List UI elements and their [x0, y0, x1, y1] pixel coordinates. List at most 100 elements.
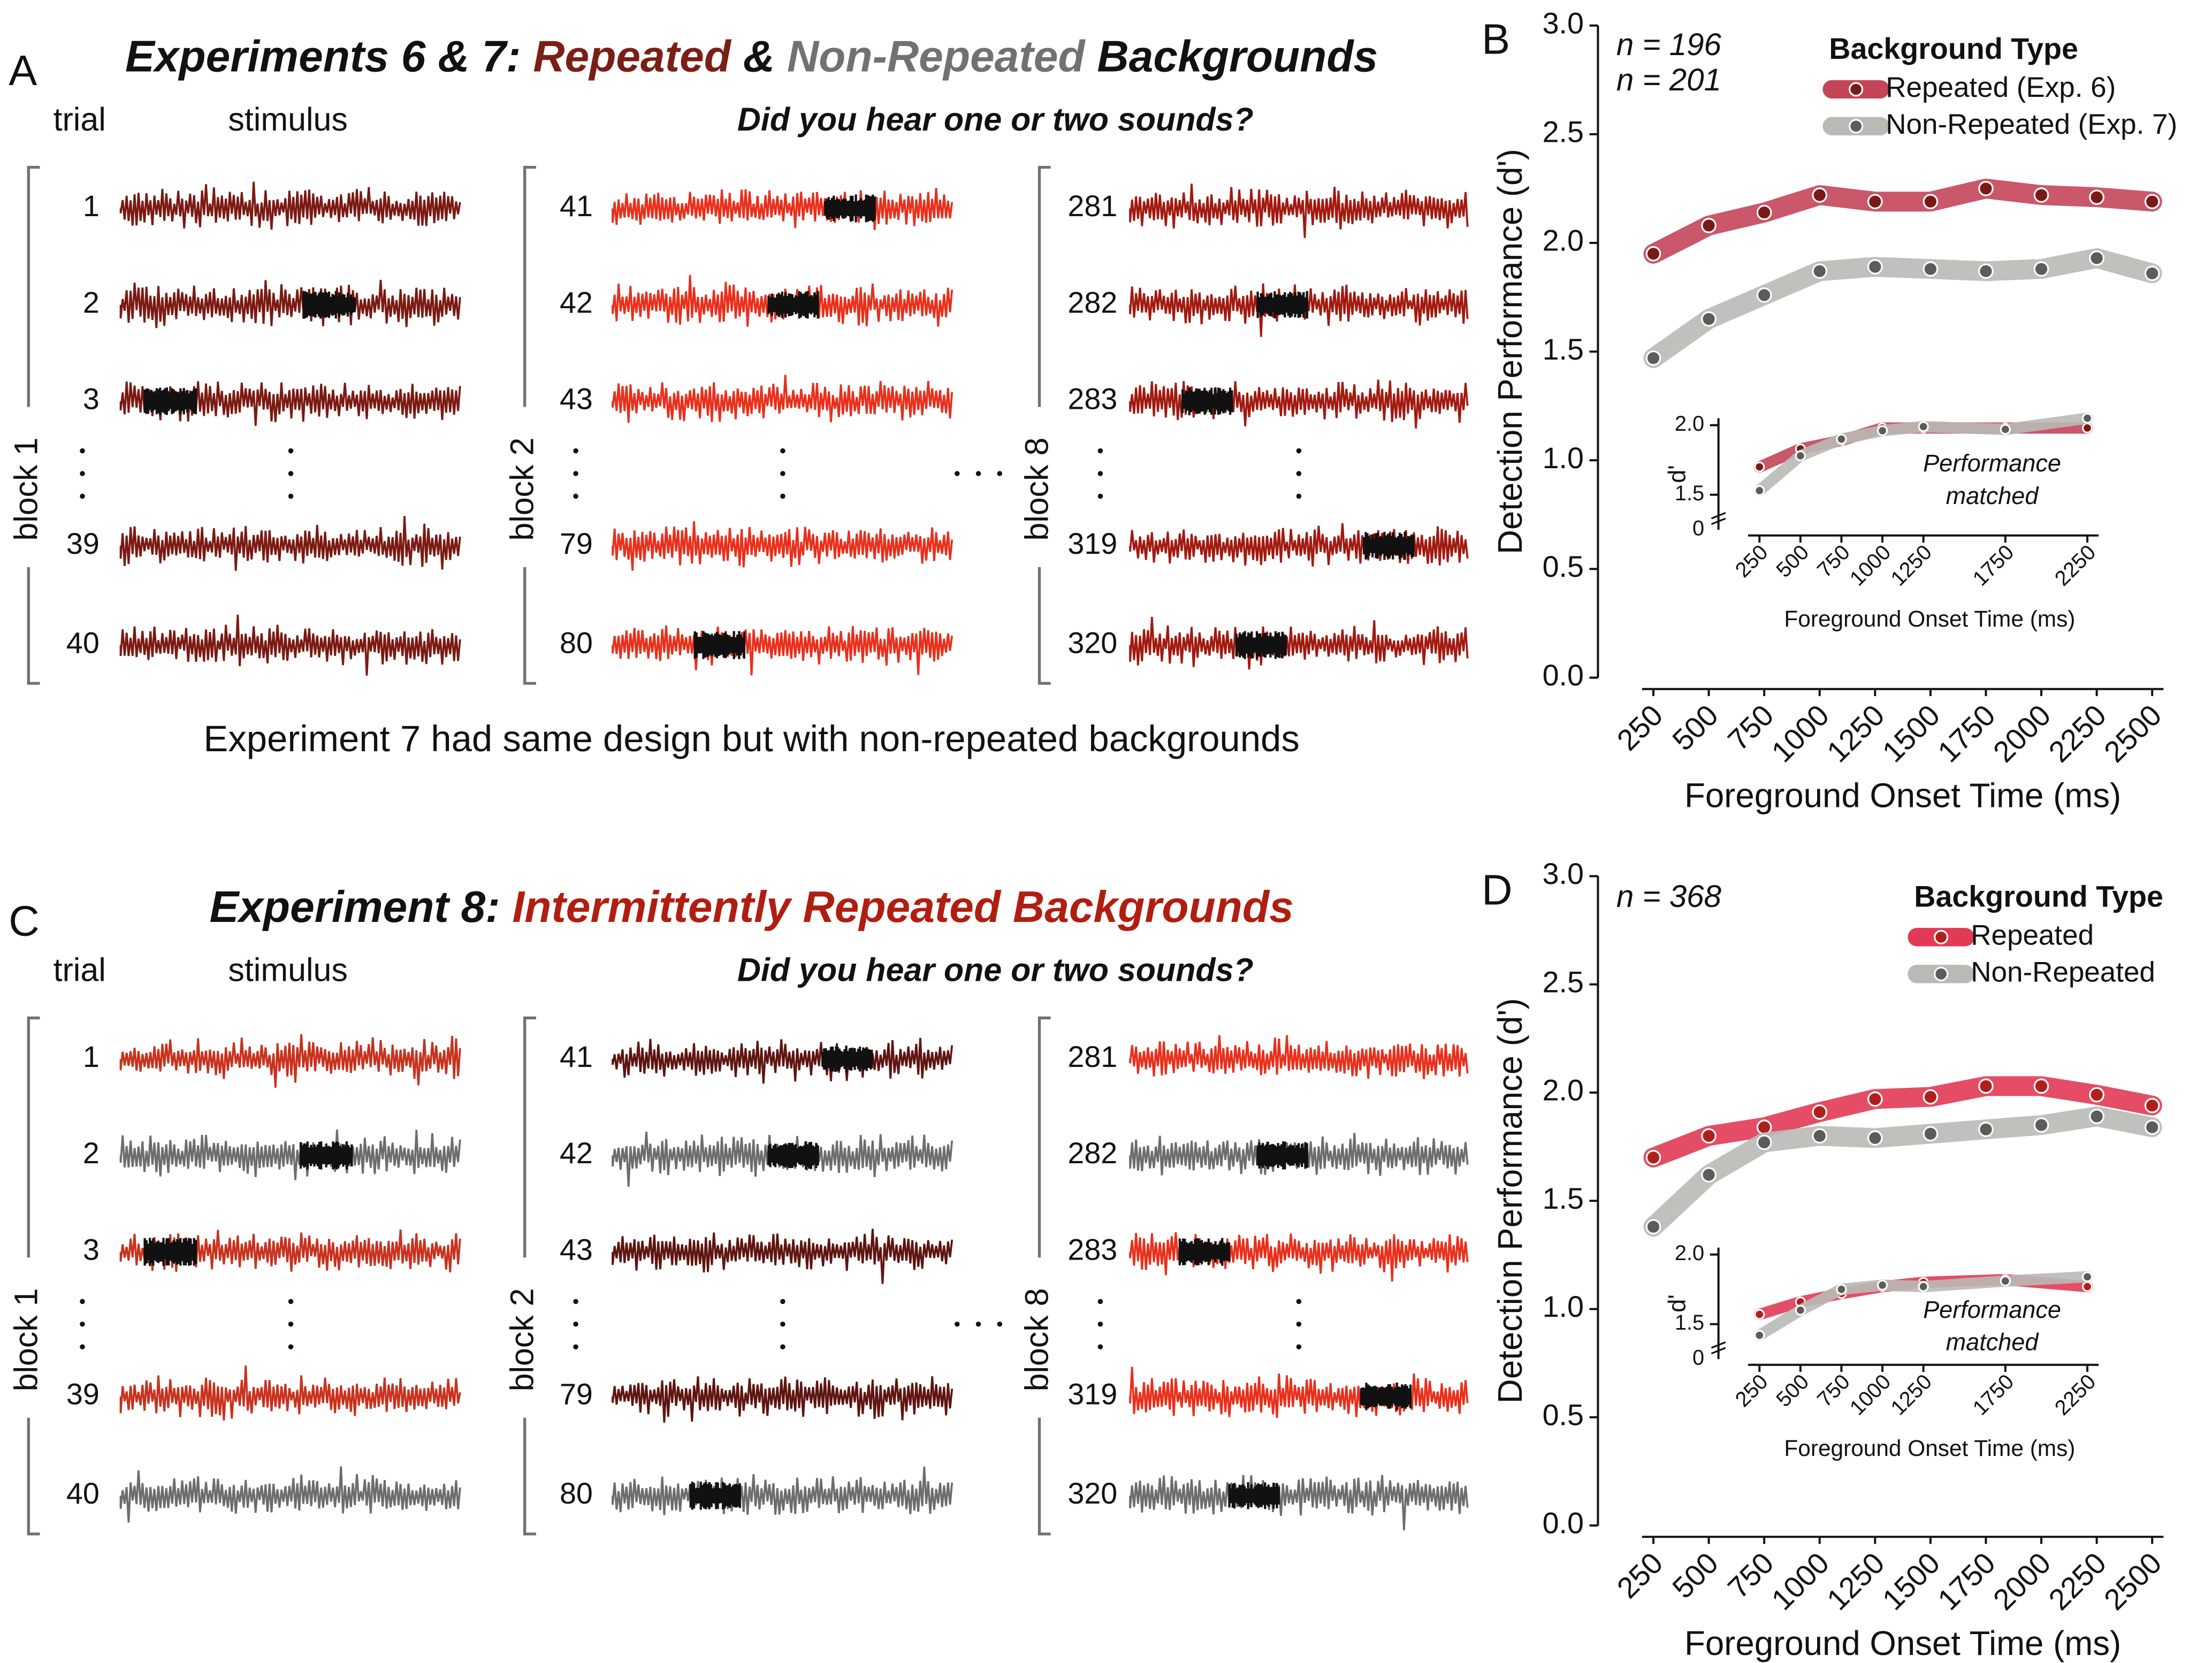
title-part: Backgrounds: [1097, 32, 1378, 81]
data-point: [2081, 413, 2093, 424]
x-tick-label: 1250: [1820, 698, 1890, 768]
data-point: [1978, 263, 1994, 279]
x-tick-label: 1500: [1876, 1546, 1946, 1616]
foreground-sound: [821, 1046, 873, 1073]
block-bracket: [27, 567, 40, 685]
waveform: [119, 614, 461, 676]
waveform: [1129, 1367, 1469, 1418]
trial-number: 2: [83, 286, 100, 319]
trial-number: 42: [560, 1136, 593, 1170]
stimulus-header: stimulus: [228, 101, 347, 138]
trial-number: 43: [560, 383, 593, 416]
data-point: [1645, 1150, 1661, 1165]
trial-number: 40: [66, 1477, 100, 1510]
block-bracket: [1038, 1016, 1051, 1258]
data-point: [2033, 261, 2049, 277]
waveform: [1129, 523, 1469, 567]
waveform: [119, 181, 461, 230]
y-tick-label: 1.0: [1543, 441, 1584, 475]
x-tick-label: 2250: [2050, 1370, 2101, 1420]
waveform: [612, 375, 954, 423]
foreground-sound: [1256, 1141, 1308, 1170]
waveform: [1129, 1475, 1469, 1530]
x-tick-label: 250: [1611, 1546, 1669, 1605]
foreground-sound: [767, 291, 819, 319]
foreground-sound: [1256, 291, 1308, 319]
data-point: [1836, 433, 1847, 445]
ellipsis-dot: [1097, 471, 1103, 476]
title-part: Intermittently Repeated Backgrounds: [512, 883, 1293, 932]
data-point: [2144, 1097, 2160, 1113]
trial-number: 79: [560, 1378, 593, 1411]
foreground-sound: [302, 291, 356, 319]
trial-number: 43: [560, 1233, 593, 1266]
ellipsis-dot: [288, 471, 294, 476]
data-point: [1701, 218, 1717, 233]
panel-title: Experiment 8: Intermittently Repeated Ba…: [209, 883, 1293, 932]
ellipsis-dot: [80, 1299, 85, 1305]
data-point: [2081, 1271, 2093, 1283]
foreground-sound: [1178, 1238, 1231, 1266]
y-axis-label: Detection Performance (d'): [1491, 149, 1529, 554]
x-tick-label: 1000: [1845, 1370, 1896, 1420]
x-tick-label: 2250: [2042, 1546, 2112, 1616]
series-band: [1643, 248, 2162, 368]
waveform: [119, 279, 461, 329]
series-band: [1643, 1076, 2162, 1168]
ellipsis-dot: [780, 448, 785, 454]
y-tick-label: 2.5: [1543, 965, 1584, 998]
waveform: [612, 1229, 954, 1284]
legend-title: Background Type: [1914, 880, 2163, 913]
ellipsis-dot: [780, 471, 785, 476]
waveform: [612, 1466, 954, 1515]
ellipsis-dot: [1296, 1299, 1302, 1305]
foreground-sound: [1235, 631, 1287, 659]
waveform: [1129, 379, 1469, 429]
ellipsis-dot: [573, 1344, 578, 1349]
block-bracket: [523, 166, 536, 407]
x-tick-label: 1750: [1932, 1546, 2002, 1616]
trial-number: 1: [83, 1040, 100, 1073]
waveform: [1129, 184, 1469, 238]
ellipsis-dot: [1097, 1321, 1103, 1327]
x-tick-label: 500: [1772, 540, 1813, 582]
axis-break: [1711, 1341, 1726, 1355]
x-tick-label: 1750: [1969, 540, 2019, 591]
x-tick-label: 1750: [1932, 698, 2002, 768]
x-tick-label: 1750: [1969, 1370, 2019, 1420]
trial-number: 2: [83, 1136, 100, 1170]
block-label: block 2: [504, 438, 540, 541]
panel-letter: D: [1482, 866, 1512, 913]
trial-number: 39: [66, 1378, 100, 1411]
ellipsis-dot: [780, 493, 785, 499]
title-part: Repeated: [533, 32, 732, 81]
data-point: [1756, 287, 1772, 303]
data-point: [2033, 187, 2049, 203]
data-point: [1795, 450, 1806, 461]
x-tick-label: 1500: [1876, 698, 1946, 768]
x-tick-label: 250: [1731, 540, 1773, 582]
data-point: [1918, 421, 1929, 432]
y-tick-label: 2.0: [1675, 412, 1704, 436]
trial-number: 319: [1067, 527, 1117, 560]
data-point: [2081, 1281, 2093, 1292]
legend-label: Non-Repeated (Exp. 7): [1886, 109, 2177, 140]
trial-number: 281: [1067, 1040, 1117, 1073]
ellipsis-dot: [1296, 1344, 1302, 1349]
ellipsis-dot: [573, 1321, 578, 1327]
data-point: [2089, 250, 2104, 266]
trial-number: 39: [66, 527, 100, 560]
ellipsis-dot: [288, 1344, 294, 1349]
y-axis-label: d': [1663, 1294, 1690, 1313]
y-tick-label: 0.0: [1543, 1507, 1584, 1540]
block-bracket: [523, 567, 536, 685]
y-tick-label: 0.5: [1543, 1398, 1584, 1431]
foreground-sound: [1363, 531, 1415, 560]
data-point: [1645, 246, 1661, 262]
panel-letter: A: [9, 47, 37, 94]
trial-number: 1: [83, 189, 100, 223]
inset-note: Performance: [1923, 449, 2061, 477]
x-axis-label: Foreground Onset Time (ms): [1684, 777, 2121, 815]
x-tick-label: 2000: [1987, 698, 2057, 768]
ellipsis-dot: [288, 448, 294, 454]
